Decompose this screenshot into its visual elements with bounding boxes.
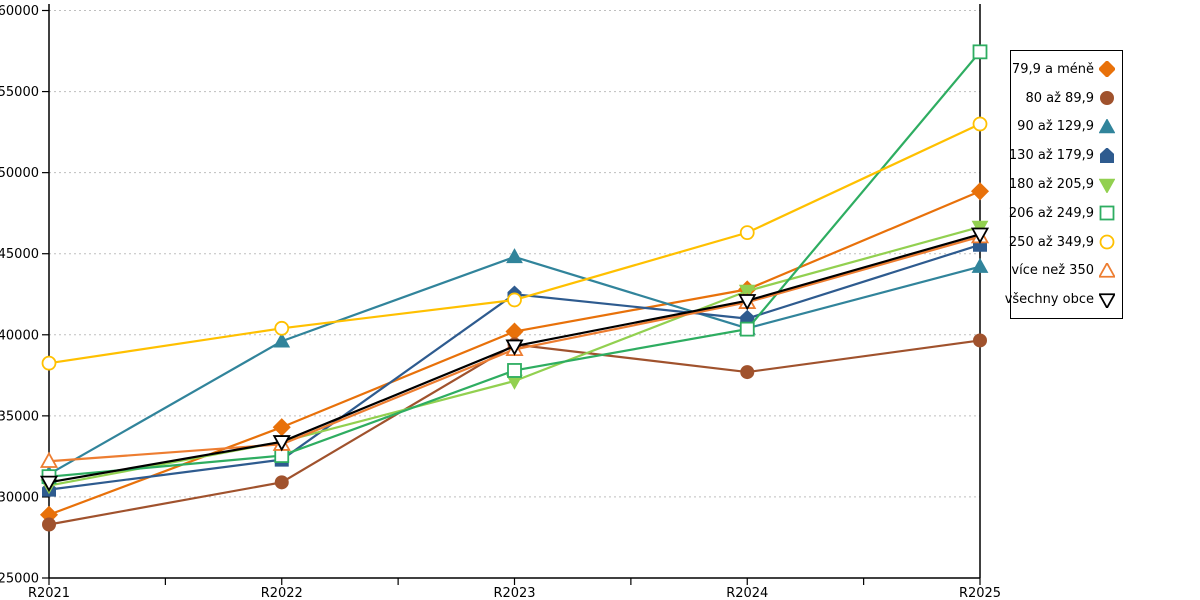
y-tick-label: 60000	[0, 4, 39, 19]
x-axis: R2021 R2022 R2023 R2024 R2025	[28, 578, 1001, 600]
legend-item-8: všechny obce	[1005, 285, 1122, 314]
circle-marker-icon	[1100, 91, 1114, 106]
y-axis: 25000 30000 35000 40000 45000 50000 55000 60000	[0, 4, 49, 587]
triangle-down-marker-icon	[1099, 178, 1115, 193]
y-tick-label: 25000	[0, 572, 39, 587]
y-tick-label: 35000	[0, 409, 39, 424]
y-tick-label: 55000	[0, 85, 39, 100]
y-tick-label: 45000	[0, 247, 39, 262]
x-tick-label: R2024	[726, 586, 768, 600]
circle-marker-icon	[1099, 234, 1115, 250]
legend-item-6: 250 až 349,9	[1008, 228, 1122, 257]
x-tick-label: R2021	[28, 586, 70, 600]
y-tick-label: 30000	[0, 490, 39, 505]
pentagon-marker-icon	[1100, 147, 1114, 163]
triangle-up-marker-icon	[1099, 118, 1115, 134]
y-tick-label: 50000	[0, 166, 39, 181]
legend: 79,9 a méně 80 až 89,9 90 až 129,9 130 až 1…	[1005, 50, 1123, 319]
legend-item-3: 130 až 179,9	[1008, 141, 1122, 170]
legend-label: 206 až 249,9	[1008, 205, 1094, 221]
legend-item-2: 90 až 129,9	[1011, 113, 1122, 142]
series-line-8	[39, 227, 990, 492]
legend-label: všechny obce	[1004, 292, 1094, 308]
x-tick-label: R2025	[959, 586, 1001, 600]
legend-label: 130 až 179,9	[1008, 148, 1094, 164]
legend-label: 250 až 349,9	[1008, 234, 1094, 250]
legend-item-4: 180 až 205,9	[1008, 170, 1122, 199]
series-line-5	[41, 44, 988, 485]
legend-item-7: více než 350	[1011, 256, 1122, 285]
legend-item-5: 206 až 249,9	[1008, 199, 1122, 228]
x-tick-label: R2022	[261, 586, 303, 600]
triangle-down-marker-icon	[1099, 293, 1115, 308]
legend-label: více než 350	[1011, 263, 1094, 279]
legend-label: 79,9 a méně	[1011, 61, 1094, 77]
square-marker-icon	[1099, 205, 1115, 221]
y-tick-label: 40000	[0, 328, 39, 343]
legend-label: 80 až 89,9	[1025, 90, 1094, 106]
legend-item-0: 79,9 a méně	[1011, 55, 1122, 84]
diamond-marker-icon	[1099, 61, 1115, 78]
triangle-up-marker-icon	[1099, 262, 1115, 278]
legend-label: 90 až 129,9	[1017, 119, 1094, 135]
legend-item-1: 80 až 89,9	[1011, 84, 1122, 113]
x-tick-label: R2023	[493, 586, 535, 600]
series-line-6	[41, 116, 988, 371]
legend-label: 180 až 205,9	[1008, 177, 1094, 193]
